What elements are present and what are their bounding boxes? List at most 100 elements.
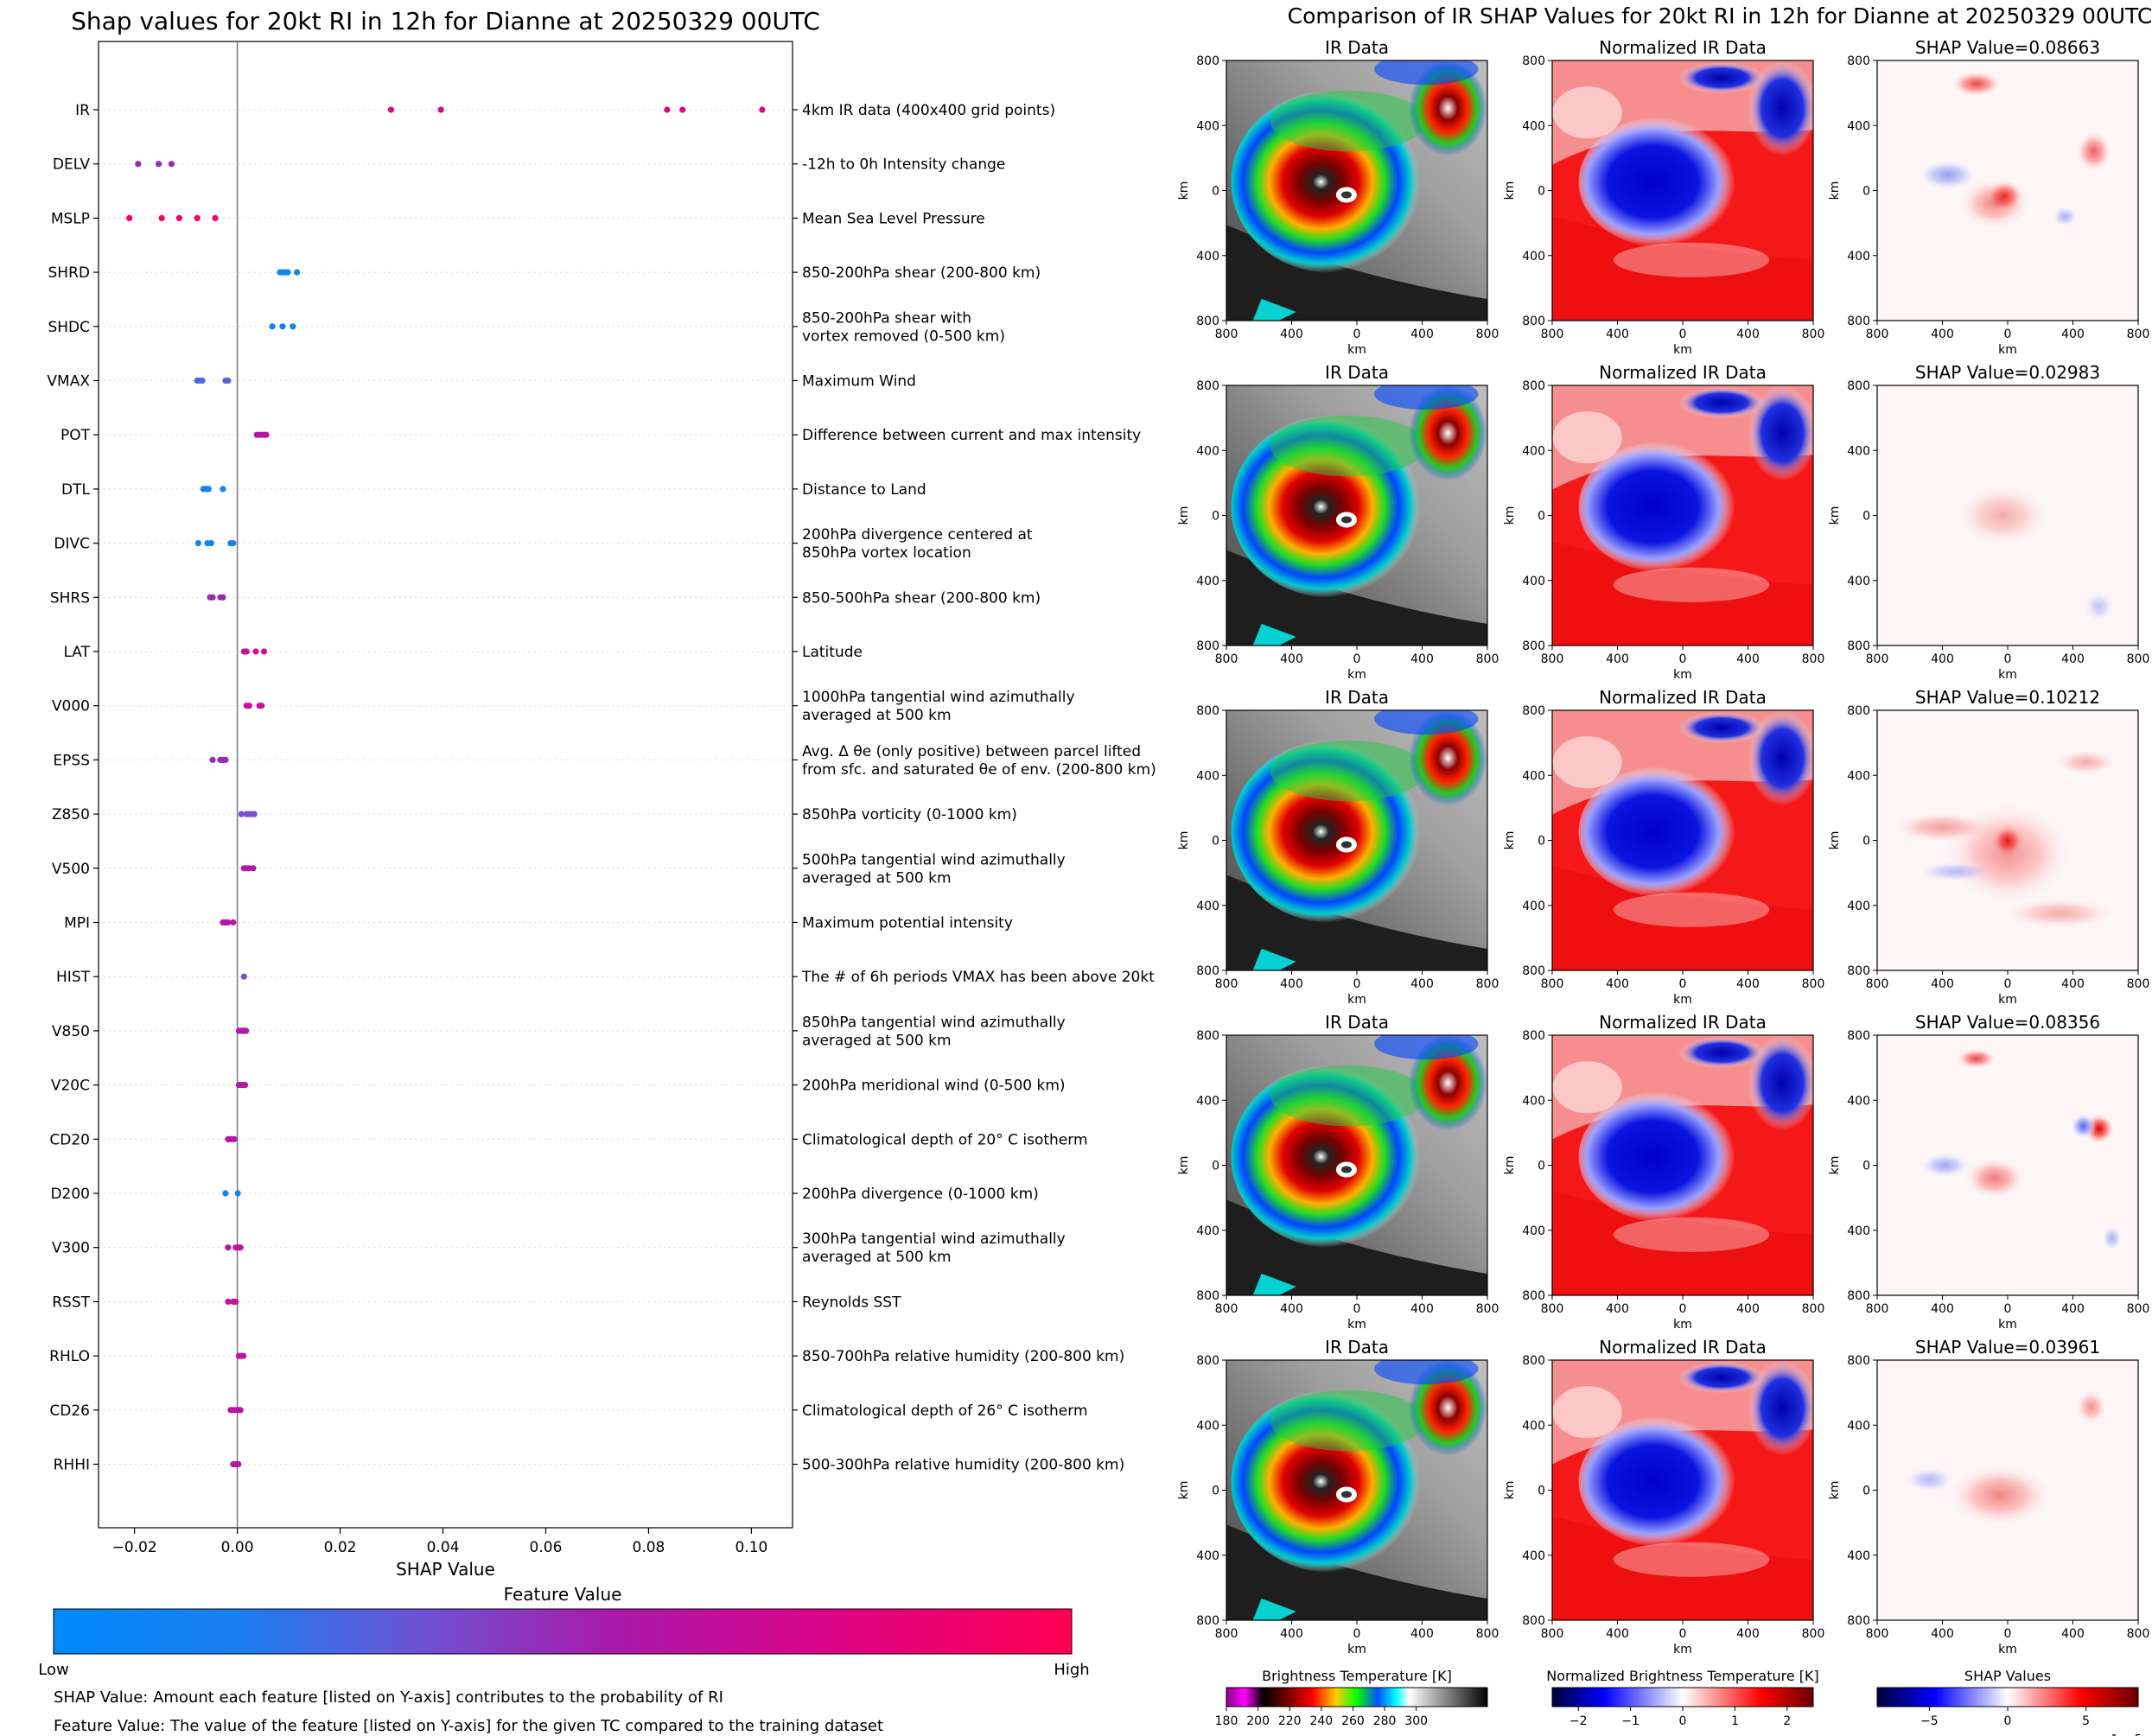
feature-description: The # of 6h periods VMAX has been above …	[801, 969, 1155, 986]
feature-description: Distance to Land	[802, 481, 926, 499]
panel-y-tick-label: 0	[1538, 185, 1545, 199]
panel-colorbar	[1876, 1687, 2139, 1707]
panel-y-tick-label: 400	[1847, 1094, 1870, 1108]
panel-x-tick-label: 400	[1606, 652, 1629, 666]
shap-point	[194, 540, 201, 547]
panel-x-tick-label: 400	[1931, 977, 1954, 991]
panel-y-tick-label: 0	[1212, 835, 1219, 849]
panel-y-tick-label: 400	[1196, 250, 1219, 264]
feature-description: Difference between current and max inten…	[802, 427, 1141, 444]
panel-colorbar-tick-label: 5	[2082, 1714, 2090, 1728]
feature-description: Avg. Δ θe (only positive) between parcel…	[802, 743, 1141, 760]
feature-name: V500	[52, 861, 90, 878]
panel-y-tick-label: 800	[1522, 1289, 1545, 1303]
panel-y-tick-label: 800	[1522, 54, 1545, 68]
shap-image-blob	[2083, 590, 2115, 622]
feature-name: DIVC	[54, 536, 90, 553]
panel-y-tick-label: 400	[1196, 119, 1219, 133]
shap-point	[135, 161, 142, 168]
shap-point	[222, 1190, 229, 1197]
panel-colorbar-tick-label: 300	[1404, 1714, 1428, 1728]
panel-x-tick-label: 400	[2061, 652, 2085, 666]
feature-description: 300hPa tangential wind azimuthally	[802, 1230, 1066, 1248]
shap-point	[237, 1244, 244, 1251]
panel-x-tick-label: 800	[2127, 1627, 2150, 1641]
colorbar-high-label: High	[1054, 1661, 1089, 1679]
panel-x-tick-label: 800	[1215, 327, 1238, 341]
shap-point	[220, 486, 226, 493]
panel-x-axis-label: km	[1673, 343, 1692, 357]
panel-y-axis-label: km	[1828, 181, 1842, 200]
feature-description: 4km IR data (400x400 grid points)	[802, 102, 1055, 119]
panel-y-tick-label: 800	[1522, 315, 1545, 328]
panel-x-tick-label: 0	[1353, 652, 1361, 666]
panel-y-tick-label: 800	[1847, 379, 1870, 393]
panel-title-normalized: Normalized IR Data	[1599, 1337, 1767, 1358]
panel-colorbar	[1551, 1687, 1814, 1707]
panel-x-tick-label: 800	[1215, 652, 1238, 666]
normalized-ir-image	[1552, 1035, 1813, 1295]
panel-x-tick-label: 400	[1280, 1627, 1303, 1641]
shap-image-blob	[2002, 897, 2117, 929]
panel-row: IR Data80080040040000400400800800kmkmNor…	[1177, 37, 2149, 357]
panel-x-tick-label: 400	[1736, 652, 1760, 666]
panel-x-axis-label: km	[1998, 1318, 2017, 1332]
panel-y-axis-label: km	[1828, 831, 1842, 850]
panel-title-shap: SHAP Value=0.02983	[1915, 362, 2100, 383]
panel-x-tick-label: 800	[1476, 1627, 1499, 1641]
feature-description: 500hPa tangential wind azimuthally	[802, 851, 1066, 868]
shap-image-blob	[2070, 1113, 2097, 1140]
panel-x-tick-label: 400	[1931, 1627, 1954, 1641]
feature-description: averaged at 500 km	[802, 1032, 952, 1049]
panel-colorbar	[1226, 1687, 1488, 1707]
feature-description: 850-700hPa relative humidity (200-800 km…	[802, 1348, 1124, 1365]
shap-point	[168, 161, 175, 168]
panel-x-tick-label: 400	[1410, 977, 1434, 991]
panel-y-tick-label: 800	[1196, 54, 1219, 68]
panel-x-tick-label: 400	[1410, 1302, 1434, 1316]
panel-y-axis-label: km	[1177, 831, 1191, 850]
feature-description: 850hPa tangential wind azimuthally	[802, 1014, 1066, 1031]
panel-y-tick-label: 400	[1196, 900, 1219, 913]
panel-x-tick-label: 400	[1931, 1302, 1954, 1316]
panel-colorbar-tick-label: −2	[1569, 1714, 1588, 1728]
shap-point	[260, 648, 268, 655]
panel-x-tick-label: 400	[1931, 327, 1954, 341]
panel-y-tick-label: 800	[1196, 379, 1219, 393]
panel-y-tick-label: 400	[1847, 1224, 1870, 1238]
panel-x-tick-label: 400	[1410, 1627, 1434, 1641]
panel-y-tick-label: 800	[1847, 1289, 1870, 1303]
shap-point	[231, 1135, 238, 1142]
panel-x-tick-label: 800	[1541, 327, 1564, 341]
shap-point	[194, 214, 201, 221]
panel-y-tick-label: 800	[1847, 1614, 1870, 1628]
panel-x-tick-label: 800	[1866, 652, 1889, 666]
panel-y-tick-label: 400	[1847, 250, 1870, 264]
ir-image	[1226, 385, 1487, 645]
feature-name: RSST	[52, 1294, 90, 1311]
feature-name: VMAX	[47, 373, 90, 391]
colorbar-low-label: Low	[38, 1661, 68, 1679]
panel-y-axis-label: km	[1177, 1481, 1191, 1500]
panel-title-ir: IR Data	[1325, 687, 1389, 708]
panel-x-axis-label: km	[1347, 1643, 1366, 1657]
panel-colorbar-tick-label: 180	[1215, 1714, 1238, 1728]
panel-y-axis-label: km	[1177, 1156, 1191, 1175]
panel-row: IR Data80080040040000400400800800kmkmNor…	[1177, 1012, 2149, 1332]
panel-y-tick-label: 400	[1522, 1549, 1545, 1563]
panel-y-axis-label: km	[1503, 1481, 1517, 1500]
shap-point	[241, 1082, 249, 1089]
shap-point	[237, 1407, 244, 1414]
panel-x-tick-label: 400	[1606, 977, 1629, 991]
panel-x-tick-label: 0	[2004, 1627, 2012, 1641]
panel-y-tick-label: 400	[1522, 1224, 1545, 1238]
shap-point	[225, 1244, 232, 1251]
shap-image-blob	[2075, 1389, 2107, 1426]
panel-x-tick-label: 800	[1802, 1627, 1825, 1641]
panel-x-tick-label: 800	[1866, 327, 1889, 341]
shap-point	[230, 919, 237, 926]
shap-point	[234, 1190, 241, 1197]
panel-x-tick-label: 800	[2127, 1302, 2150, 1316]
feature-name: CD26	[49, 1402, 90, 1420]
